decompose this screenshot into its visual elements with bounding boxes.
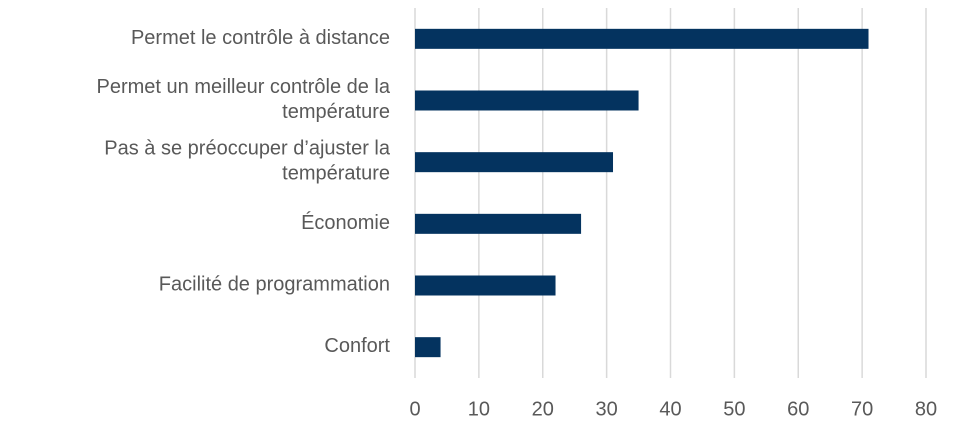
- bar: [415, 90, 639, 111]
- x-tick-label: 80: [915, 398, 937, 420]
- x-tick-label: 60: [787, 398, 809, 420]
- x-tick-label: 30: [596, 398, 618, 420]
- bar: [415, 213, 582, 234]
- y-tick-label: Pas à se préoccuper d’ajuster la températ…: [104, 138, 391, 185]
- bar: [415, 337, 441, 358]
- y-tick-label: Économie: [301, 211, 390, 234]
- x-tick-label: 0: [409, 398, 420, 420]
- y-tick-label: Confort: [324, 335, 390, 357]
- bar: [415, 152, 614, 173]
- x-tick-label: 20: [532, 398, 554, 420]
- y-tick-label: Permet le contrôle à distance: [131, 27, 390, 49]
- bar: [415, 28, 869, 49]
- x-tick-label: 10: [468, 398, 490, 420]
- y-tick-label: Permet un meilleur contrôle de la tempéra…: [97, 76, 391, 123]
- x-tick-label: 40: [659, 398, 681, 420]
- y-tick-label: Facilité de programmation: [159, 274, 390, 296]
- bar: [415, 275, 556, 296]
- x-tick-label: 70: [851, 398, 873, 420]
- x-tick-label: 50: [723, 398, 745, 420]
